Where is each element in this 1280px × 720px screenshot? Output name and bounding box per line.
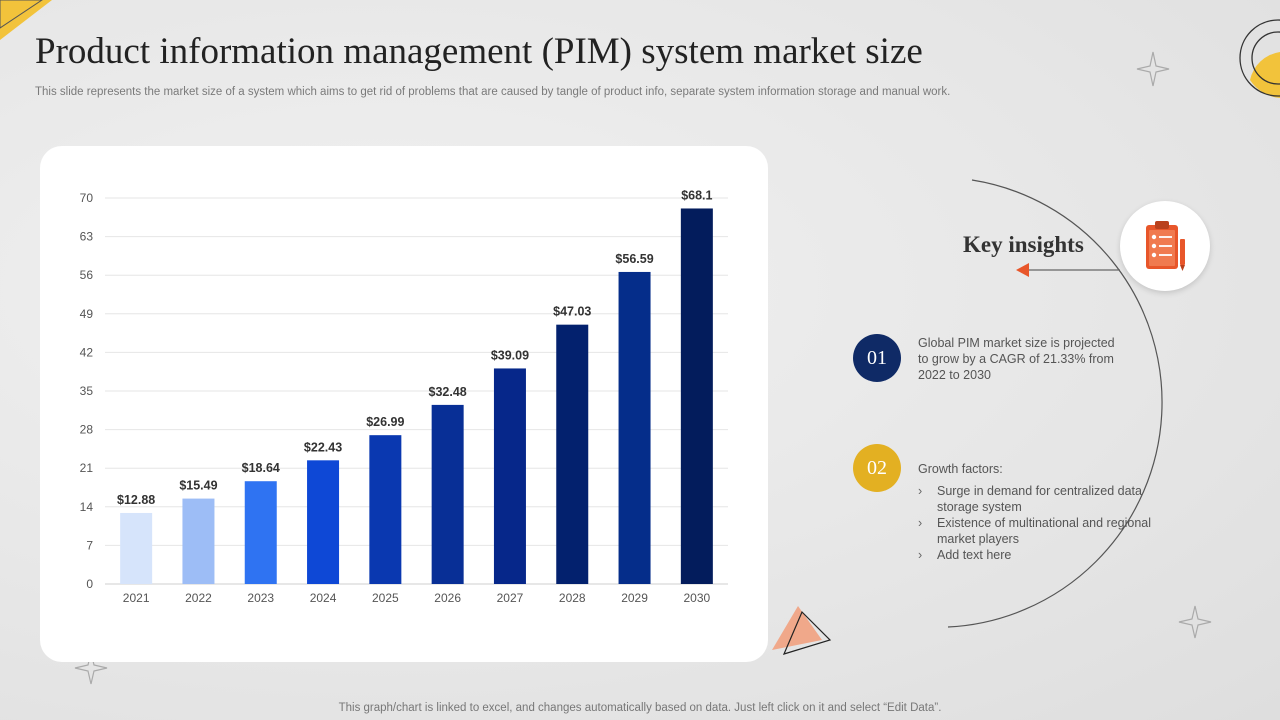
data-label: $22.43 — [304, 440, 342, 454]
clipboard-checklist-icon — [1146, 221, 1185, 271]
bar — [307, 460, 340, 584]
insights-icon-circle — [1120, 201, 1210, 291]
bar — [182, 498, 215, 584]
triangle-decoration-orange — [772, 606, 822, 650]
y-tick-label: 14 — [80, 500, 94, 514]
sparkle-star-top — [1136, 51, 1170, 87]
y-tick-label: 63 — [80, 230, 94, 244]
x-tick-label: 2024 — [310, 591, 337, 605]
growth-factor-text: Add text here — [937, 548, 1012, 562]
data-label: $68.1 — [681, 188, 712, 202]
page-subtitle: This slide represents the market size of… — [35, 86, 951, 98]
x-tick-label: 2027 — [497, 591, 524, 605]
x-tick-label: 2022 — [185, 591, 212, 605]
insight-heading-02: Growth factors: — [918, 462, 1003, 476]
insight-number-01: 01 — [853, 334, 901, 382]
y-tick-label: 35 — [80, 384, 94, 398]
data-label: $39.09 — [491, 348, 529, 362]
arrow-head-icon — [1016, 263, 1029, 277]
bar — [431, 404, 464, 584]
data-label: $12.88 — [117, 493, 155, 507]
corner-triangle-outline — [0, 0, 43, 29]
list-item: › Surge in demand for centralized data st… — [918, 483, 1168, 515]
bar-chart[interactable]: 0 7 14 21 28 35 42 49 56 63 70 $12.88 2021 $15.49 2022… — [40, 146, 768, 662]
corner-circle-outline — [1239, 19, 1280, 97]
x-tick-label: 2029 — [621, 591, 648, 605]
y-tick-label: 0 — [86, 577, 93, 591]
y-tick-label: 70 — [80, 191, 94, 205]
data-label: $26.99 — [366, 415, 404, 429]
growth-factor-text: Existence of multinational and regional … — [937, 516, 1152, 546]
y-tick-label: 21 — [80, 461, 94, 475]
data-label: $15.49 — [179, 479, 217, 493]
insight-number-02: 02 — [853, 444, 901, 492]
y-tick-label: 42 — [80, 345, 94, 359]
data-label: $18.64 — [242, 461, 280, 475]
triangle-decoration-outline — [782, 610, 832, 655]
bar — [120, 512, 153, 584]
bar — [244, 481, 277, 584]
x-tick-label: 2026 — [434, 591, 461, 605]
corner-circle-yellow — [1250, 52, 1280, 98]
growth-factors-list: › Surge in demand for centralized data st… — [918, 483, 1168, 563]
y-tick-label: 56 — [80, 268, 94, 282]
sparkle-star-bottom-right — [1178, 605, 1212, 639]
y-tick-label: 7 — [86, 538, 93, 552]
list-item: › Add text here — [918, 547, 1168, 563]
data-label: $32.48 — [429, 385, 467, 399]
chevron-right-icon: › — [918, 548, 923, 562]
data-label: $56.59 — [615, 252, 653, 266]
chevron-right-icon: › — [918, 484, 923, 498]
x-tick-label: 2030 — [683, 591, 710, 605]
x-tick-label: 2025 — [372, 591, 399, 605]
y-tick-label: 49 — [80, 307, 94, 321]
key-insights-title: Key insights — [963, 232, 1084, 257]
y-tick-label: 28 — [80, 423, 94, 437]
footnote: This graph/chart is linked to excel, and… — [338, 702, 942, 714]
chart-card: 0 7 14 21 28 35 42 49 56 63 70 $12.88 2021 $15.49 2022… — [40, 146, 768, 662]
x-tick-label: 2021 — [123, 591, 150, 605]
x-tick-label: 2023 — [247, 591, 274, 605]
chevron-right-icon: › — [918, 516, 923, 530]
page-title: Product information management (PIM) sys… — [35, 31, 923, 72]
growth-factor-text: Surge in demand for centralized data sto… — [937, 484, 1142, 514]
insight-text-01: Global PIM market size is projected to g… — [918, 336, 1115, 382]
bar — [369, 435, 402, 584]
list-item: › Existence of multinational and regional… — [918, 515, 1168, 547]
bar — [493, 368, 526, 584]
corner-circle-inner-outline — [1251, 31, 1280, 85]
data-label: $47.03 — [553, 305, 591, 319]
bar — [556, 324, 589, 584]
bar — [618, 271, 651, 584]
x-tick-label: 2028 — [559, 591, 586, 605]
bar — [680, 208, 713, 584]
